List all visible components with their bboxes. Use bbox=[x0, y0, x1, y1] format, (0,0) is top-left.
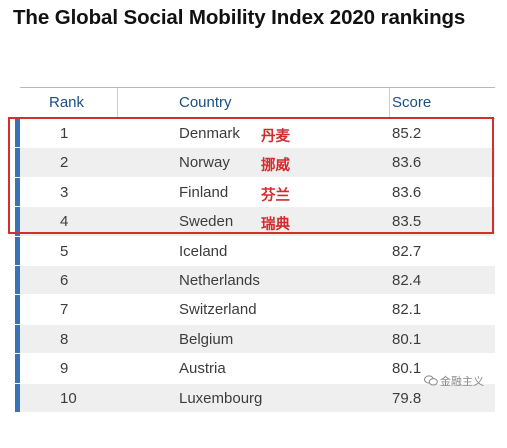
score-cell: 83.6 bbox=[392, 183, 422, 201]
header-rank: Rank bbox=[49, 94, 85, 111]
header-divider bbox=[389, 88, 390, 118]
country-cell: Belgium bbox=[179, 330, 234, 348]
rank-cell: 4 bbox=[60, 213, 69, 231]
score-cell: 80.1 bbox=[392, 330, 422, 348]
country-cell: Austria bbox=[179, 360, 226, 378]
header-divider bbox=[117, 88, 118, 118]
rank-cell: 3 bbox=[60, 183, 69, 201]
score-cell: 82.7 bbox=[392, 242, 422, 260]
header-country: Country bbox=[179, 94, 232, 111]
score-cell: 82.4 bbox=[392, 271, 422, 289]
chinese-name-label: 芬兰 bbox=[261, 187, 290, 204]
row-marker bbox=[15, 295, 20, 324]
rank-cell: 5 bbox=[60, 242, 69, 260]
rank-cell: 8 bbox=[60, 330, 69, 348]
rank-cell: 10 bbox=[60, 389, 77, 407]
score-cell: 83.6 bbox=[392, 154, 422, 172]
table-row: 5 Iceland 82.7 bbox=[15, 236, 495, 266]
chinese-name-label: 瑞典 bbox=[261, 217, 290, 234]
table-row: 1 Denmark 丹麦 85.2 bbox=[15, 119, 495, 149]
country-cell: Denmark bbox=[179, 125, 240, 142]
score-cell: 83.5 bbox=[392, 213, 422, 231]
row-marker bbox=[15, 324, 20, 354]
header-score: Score bbox=[392, 94, 432, 111]
rankings-table: Rank Country Score 1 Denmark 丹麦 85.2 2 N… bbox=[15, 87, 495, 413]
score-cell: 85.2 bbox=[392, 125, 422, 142]
table-row: 10 Luxembourg 79.8 bbox=[15, 383, 495, 413]
country-cell: Luxembourg bbox=[179, 389, 263, 407]
country-cell: Iceland bbox=[179, 242, 228, 260]
country-cell: Sweden bbox=[179, 213, 234, 231]
country-cell: Switzerland bbox=[179, 301, 257, 319]
score-cell: 79.8 bbox=[392, 389, 422, 407]
table-row: 3 Finland 芬兰 83.6 bbox=[15, 177, 495, 208]
country-cell: Finland bbox=[179, 183, 229, 201]
table-row: 4 Sweden 瑞典 83.5 bbox=[15, 207, 495, 237]
row-marker bbox=[15, 265, 20, 295]
row-marker bbox=[15, 236, 20, 265]
country-cell: Netherlands bbox=[179, 271, 260, 289]
country-cell: Norway bbox=[179, 154, 230, 172]
chinese-name-label: 丹麦 bbox=[261, 129, 290, 145]
table-row: 6 Netherlands 82.4 bbox=[15, 265, 495, 296]
wechat-icon bbox=[424, 375, 438, 386]
table-row: 9 Austria 80.1 bbox=[15, 354, 495, 384]
row-marker bbox=[15, 148, 20, 177]
rank-cell: 6 bbox=[60, 271, 69, 289]
table-row: 7 Switzerland 82.1 bbox=[15, 295, 495, 325]
score-cell: 82.1 bbox=[392, 301, 422, 319]
row-marker bbox=[15, 177, 20, 207]
rank-cell: 9 bbox=[60, 360, 69, 378]
row-marker bbox=[15, 119, 20, 148]
rank-cell: 1 bbox=[60, 125, 69, 142]
table-row: 8 Belgium 80.1 bbox=[15, 324, 495, 355]
page-title: The Global Social Mobility Index 2020 ra… bbox=[13, 6, 466, 29]
row-marker bbox=[15, 383, 20, 412]
rank-cell: 2 bbox=[60, 154, 69, 172]
watermark: 金融主义 bbox=[424, 373, 484, 389]
row-marker bbox=[15, 354, 20, 383]
score-cell: 80.1 bbox=[392, 360, 422, 378]
row-marker bbox=[15, 207, 20, 236]
table-row: 2 Norway 挪威 83.6 bbox=[15, 148, 495, 178]
rank-cell: 7 bbox=[60, 301, 69, 319]
table-header: Rank Country Score bbox=[20, 87, 495, 119]
chinese-name-label: 挪威 bbox=[261, 158, 290, 175]
top-four-highlight-box bbox=[8, 117, 494, 234]
watermark-text: 金融主义 bbox=[440, 376, 484, 388]
